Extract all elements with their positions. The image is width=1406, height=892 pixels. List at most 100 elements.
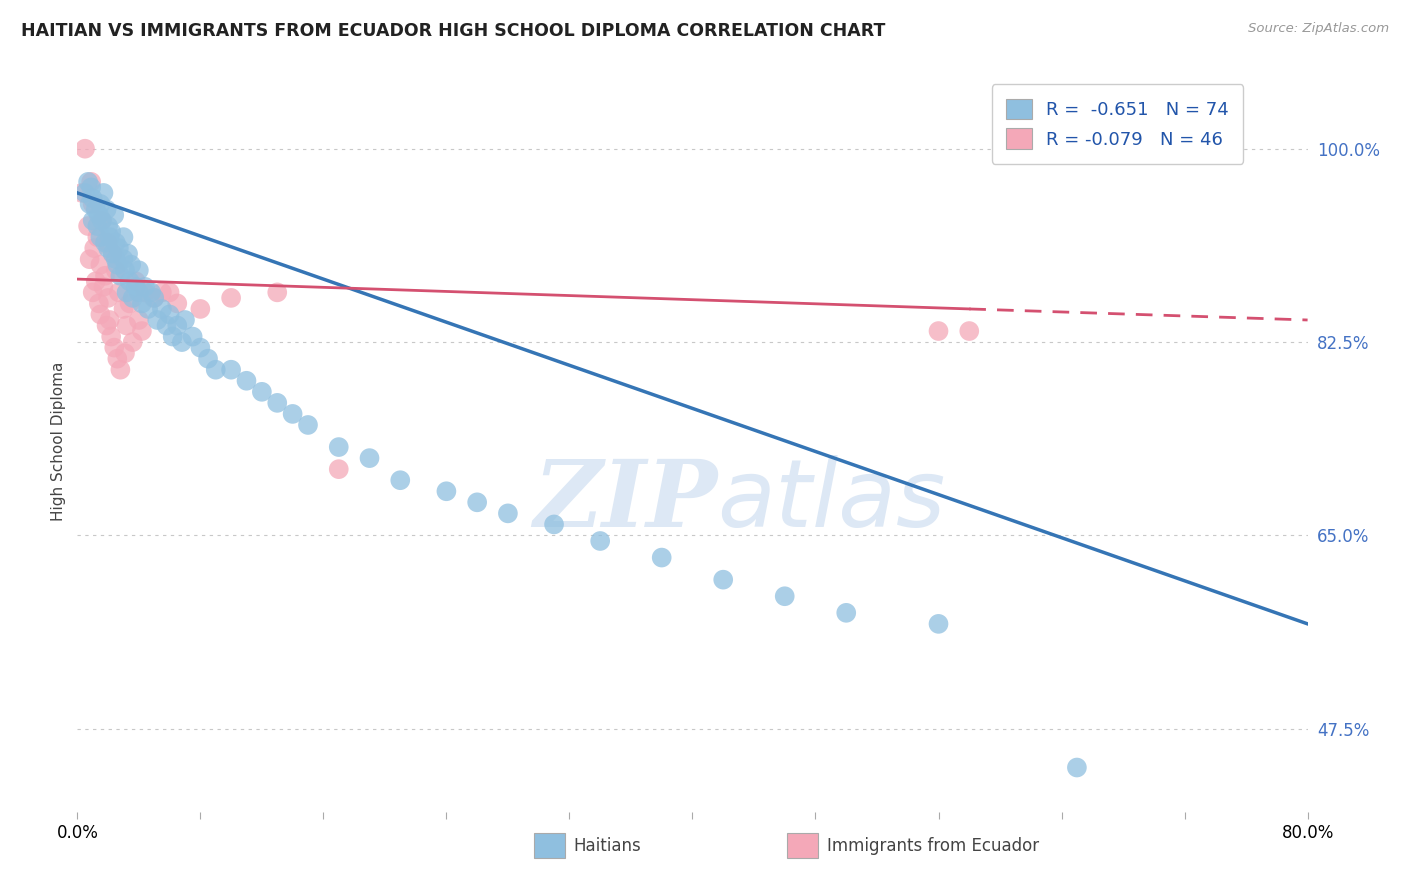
Point (543, 517, 565, 532)
Point (651, 550, 673, 565)
Point (170, 335, 193, 350)
Point (100, 225, 122, 239)
Point (589, 533, 612, 548)
Point (97, 241, 120, 255)
Point (128, 313, 150, 327)
Point (108, 285, 131, 300)
Point (835, 606, 858, 620)
Point (86, 219, 108, 233)
Point (117, 246, 139, 260)
Legend: R =  -0.651   N = 74, R = -0.079   N = 46: R = -0.651 N = 74, R = -0.079 N = 46 (991, 84, 1243, 164)
Point (94, 235, 117, 250)
Point (83, 241, 105, 255)
Text: Source: ZipAtlas.com: Source: ZipAtlas.com (1249, 22, 1389, 36)
Point (250, 384, 273, 399)
Point (87, 208, 110, 222)
Point (97, 219, 120, 233)
Point (93, 186, 115, 200)
Point (73, 142, 96, 156)
Point (125, 280, 148, 294)
Point (928, 616, 950, 631)
Point (134, 285, 156, 300)
Point (87, 296, 110, 310)
Point (197, 351, 219, 366)
Point (131, 296, 153, 310)
Point (128, 285, 150, 300)
Point (115, 285, 138, 300)
Text: Haitians: Haitians (574, 837, 641, 855)
Point (150, 285, 173, 300)
Point (436, 484, 458, 499)
Point (112, 301, 135, 316)
Point (118, 274, 141, 288)
Point (219, 362, 242, 376)
Point (79, 197, 101, 211)
Point (219, 291, 242, 305)
Text: atlas: atlas (717, 455, 945, 546)
Point (73, 186, 96, 200)
Point (115, 318, 138, 333)
Point (100, 329, 122, 343)
Point (389, 473, 412, 487)
Point (104, 263, 127, 277)
Point (235, 374, 257, 388)
Point (89, 308, 111, 322)
Point (77, 219, 100, 233)
Point (359, 451, 381, 466)
Point (166, 296, 188, 310)
Point (101, 246, 124, 260)
Point (141, 285, 163, 300)
Point (101, 246, 124, 260)
Point (77, 175, 100, 189)
Point (90, 213, 114, 227)
Point (84, 202, 107, 217)
Point (143, 291, 166, 305)
Point (104, 252, 127, 267)
Point (159, 308, 181, 322)
Point (80, 175, 103, 189)
Point (96, 202, 118, 217)
Point (204, 362, 226, 376)
Point (120, 258, 142, 272)
Point (108, 241, 131, 255)
Point (80, 180, 103, 194)
Point (112, 230, 135, 244)
Point (121, 291, 143, 305)
Point (110, 362, 132, 376)
Point (773, 589, 796, 603)
Point (957, 324, 980, 338)
Point (136, 301, 159, 316)
Text: Immigrants from Ecuador: Immigrants from Ecuador (827, 837, 1039, 855)
Text: HAITIAN VS IMMIGRANTS FROM ECUADOR HIGH SCHOOL DIPLOMA CORRELATION CHART: HAITIAN VS IMMIGRANTS FROM ECUADOR HIGH … (21, 22, 886, 40)
Point (118, 296, 141, 310)
Point (928, 324, 950, 338)
Point (112, 252, 135, 267)
Point (328, 440, 350, 454)
Point (131, 324, 153, 338)
Point (328, 462, 350, 476)
Point (79, 252, 101, 267)
Text: ZIP: ZIP (533, 456, 717, 546)
Point (104, 235, 127, 250)
Point (114, 346, 136, 360)
Point (70, 186, 93, 200)
Y-axis label: High School Diploma: High School Diploma (51, 362, 66, 521)
Point (84, 274, 107, 288)
Point (93, 280, 115, 294)
Point (174, 313, 197, 327)
Point (134, 280, 156, 294)
Point (496, 507, 519, 521)
Point (114, 263, 136, 277)
Point (86, 230, 108, 244)
Point (188, 301, 212, 316)
Point (166, 318, 188, 333)
Point (188, 341, 212, 355)
Point (128, 263, 150, 277)
Point (82, 213, 104, 227)
Point (96, 318, 118, 333)
Point (121, 335, 143, 350)
Point (110, 268, 132, 283)
Point (146, 313, 169, 327)
Point (82, 285, 104, 300)
Point (465, 495, 488, 509)
